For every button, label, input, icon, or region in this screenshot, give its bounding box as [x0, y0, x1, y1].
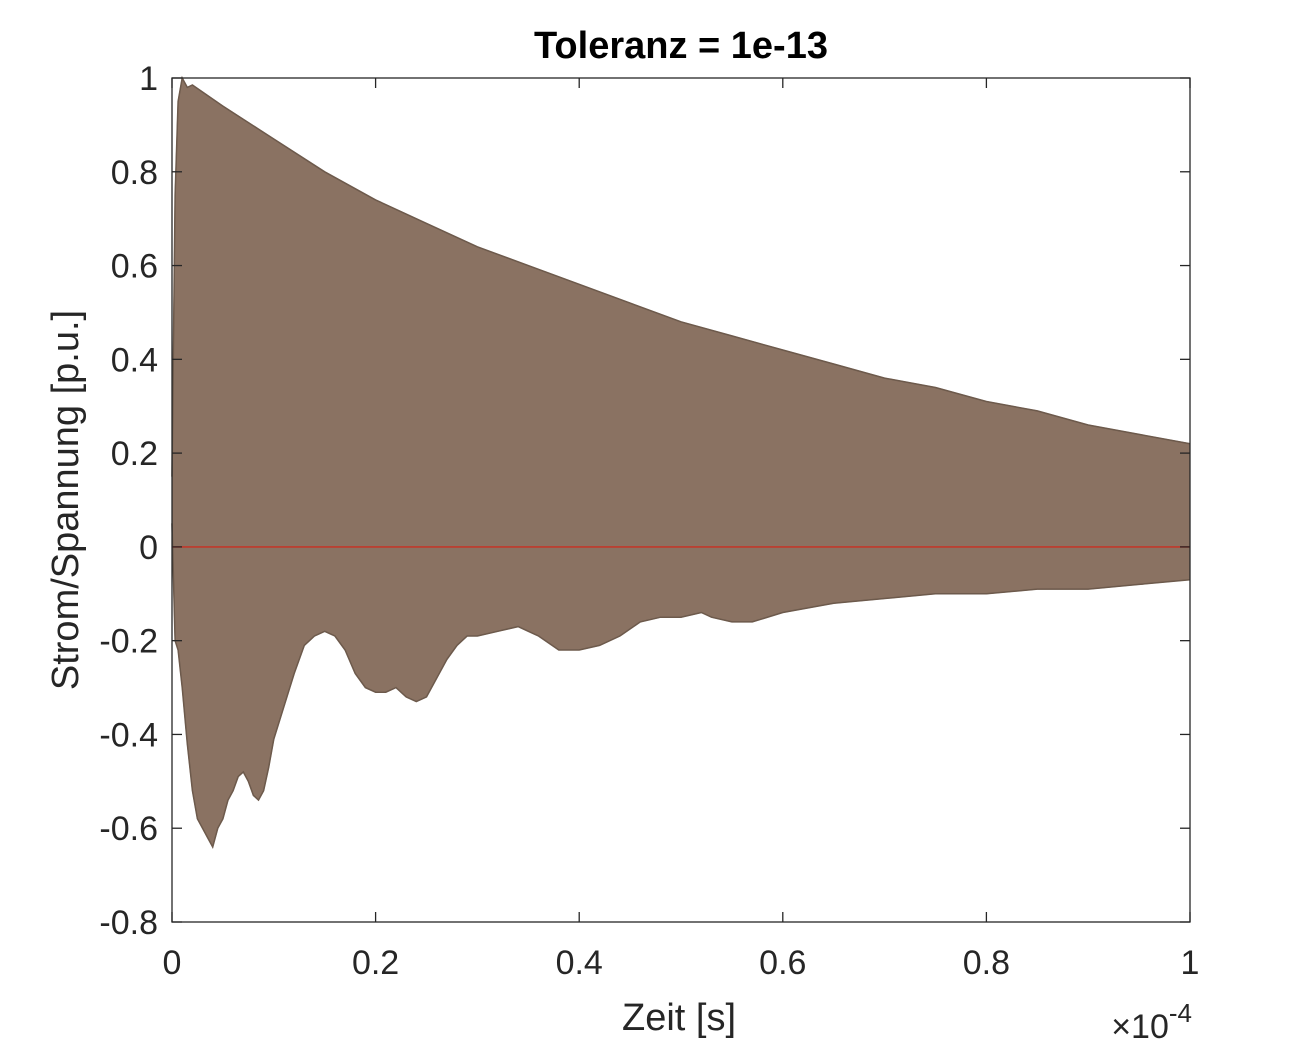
x-axis-exponent-label: ×10-4 [1111, 998, 1192, 1046]
y-tick-label: 0 [139, 529, 158, 567]
x-tick-label: 0 [163, 944, 182, 982]
y-axis-ticks: -0.8 -0.6 -0.4 -0.2 0 0.2 0.4 0.6 0.8 1 [99, 60, 1190, 942]
x-axis-exponent-prefix: ×10 [1111, 1008, 1169, 1046]
x-tick-label: 1 [1181, 944, 1200, 982]
y-tick-label: -0.6 [99, 810, 158, 848]
x-tick-label: 0.4 [556, 944, 603, 982]
y-tick-label: -0.2 [99, 623, 158, 661]
axes-box [171, 77, 1191, 923]
y-tick-label: 0.4 [111, 341, 158, 379]
x-axis-ticks: 0 0.2 0.4 0.6 0.8 1 [163, 78, 1200, 982]
y-tick-label: -0.8 [99, 904, 158, 942]
y-tick-label: 0.8 [111, 154, 158, 192]
x-tick-label: 0.2 [352, 944, 399, 982]
plot-area [171, 75, 1191, 850]
x-axis-label: Zeit [s] [622, 997, 736, 1039]
lower-envelope-line [171, 523, 1191, 850]
y-tick-label: 1 [139, 60, 158, 98]
x-tick-label: 0.8 [963, 944, 1010, 982]
y-tick-label: 0.2 [111, 435, 158, 473]
chart-title: Toleranz = 1e-13 [534, 25, 828, 67]
x-tick-label: 0.6 [759, 944, 806, 982]
x-axis-exponent-value: -4 [1169, 998, 1192, 1028]
y-axis-label: Strom/Spannung [p.u.] [45, 310, 87, 690]
upper-envelope-line [171, 75, 1191, 477]
y-tick-label: 0.6 [111, 248, 158, 286]
y-tick-label: -0.4 [99, 716, 158, 754]
